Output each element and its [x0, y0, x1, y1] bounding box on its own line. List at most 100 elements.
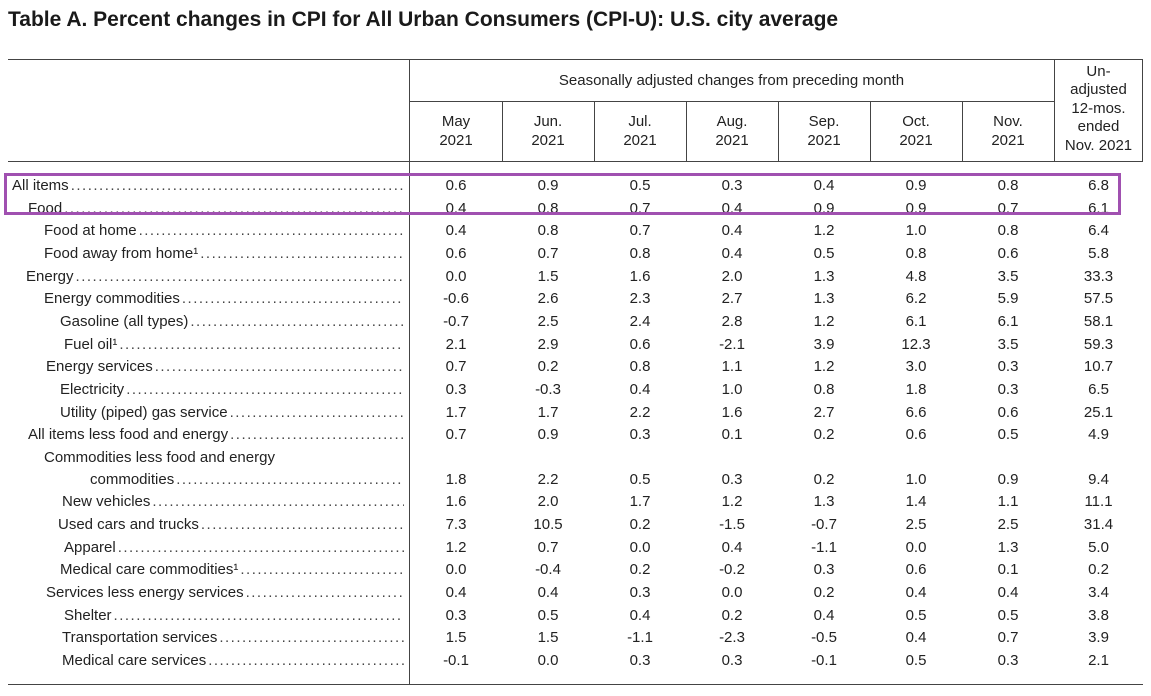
table-cell: 0.3 [445, 380, 467, 398]
table-cell: 25.1 [1083, 403, 1114, 421]
table-cell: -0.6 [443, 290, 469, 308]
column-header-month: Sep. 2021 [778, 112, 870, 150]
table-cell: 58.1 [1083, 312, 1114, 330]
label-column-rule [409, 59, 410, 685]
table-cell: 2.1 [1088, 652, 1109, 669]
table-cell: 0.1 [997, 561, 1019, 579]
table-cell: 0.8 [813, 380, 835, 398]
header-column-rule [594, 101, 595, 161]
row-label: commodities [0, 469, 404, 491]
table-cell: 0.8 [997, 177, 1019, 194]
table-cell: 0.5 [905, 652, 927, 669]
table-cell: 0.6 [629, 335, 651, 353]
row-label: Gasoline (all types) [0, 311, 404, 333]
table-cell: 0.0 [721, 584, 743, 602]
unadjusted-header-line: adjusted [1070, 81, 1127, 99]
table-cell: 2.5 [537, 312, 559, 330]
table-cell: 2.0 [721, 267, 743, 285]
table-cell: 2.2 [629, 403, 651, 421]
header-month: May [441, 113, 471, 130]
table-cell: 12.3 [901, 335, 931, 353]
row-label: Transportation services [0, 627, 404, 649]
table-top-rule [8, 59, 1143, 60]
table-cell: 6.1 [905, 312, 927, 330]
header-column-rule [962, 101, 963, 161]
table-cell: 1.1 [721, 358, 743, 376]
highlight-box [4, 173, 1121, 215]
header-year: 2021 [715, 132, 749, 149]
table-cell: 3.9 [813, 335, 835, 353]
row-label-text: Medical care services [62, 652, 209, 669]
table-cell: 0.5 [629, 470, 651, 488]
table-cell: 5.0 [1088, 538, 1109, 556]
table-cell: 6.1 [997, 312, 1019, 330]
table-cell: 0.8 [537, 222, 559, 240]
row-label-text: Energy [26, 267, 76, 285]
header-month: Aug. [716, 113, 748, 130]
table-cell: -1.1 [811, 538, 837, 556]
row-label: Food away from home¹ [0, 243, 404, 265]
table-cell: 1.8 [905, 380, 927, 398]
column-header-month: Aug. 2021 [686, 112, 778, 150]
header-year: 2021 [623, 132, 657, 149]
row-label-text: Energy services [46, 358, 155, 376]
header-column-rule [778, 101, 779, 161]
column-header-month: Jun. 2021 [502, 112, 594, 150]
table-cell: 6.4 [1088, 222, 1109, 240]
table-cell: 6.8 [1088, 177, 1109, 194]
row-label: Fuel oil¹ [0, 334, 404, 356]
column-header-month: May 2021 [410, 112, 502, 150]
row-label: All items less food and energy [0, 424, 404, 446]
table-cell: 0.7 [997, 629, 1019, 647]
table-cell: 3.9 [1088, 629, 1109, 647]
table-cell: 1.5 [537, 267, 559, 285]
table-cell: -1.5 [719, 516, 745, 534]
table-cell: 0.8 [905, 244, 927, 262]
table-cell: 1.7 [629, 493, 651, 511]
row-label-text: Services less energy services [46, 584, 246, 602]
table-cell: 4.8 [905, 267, 927, 285]
table-cell: 9.4 [1088, 470, 1109, 488]
table-cell: 0.0 [445, 561, 467, 579]
table-cell: 2.3 [629, 290, 651, 308]
table-cell: -0.5 [811, 629, 837, 647]
row-label: Medical care commodities¹ [0, 559, 404, 581]
row-label: Used cars and trucks [0, 514, 404, 536]
table-cell: 0.1 [721, 426, 743, 444]
table-cell: 1.6 [629, 267, 651, 285]
table-cell: 0.4 [445, 584, 467, 602]
table-cell: -0.2 [719, 561, 745, 579]
row-label: Electricity [0, 379, 404, 401]
table-cell: 7.3 [445, 516, 467, 534]
header-year: 2021 [807, 132, 841, 149]
table-cell: 33.3 [1083, 267, 1114, 285]
table-cell: 0.6 [445, 244, 467, 262]
table-cell: -0.4 [535, 561, 561, 579]
table-cell: -0.7 [443, 312, 469, 330]
row-label: Energy commodities [0, 288, 404, 310]
table-cell: -0.1 [443, 652, 469, 669]
table-cell: 1.1 [997, 493, 1019, 511]
table-cell: 5.8 [1088, 244, 1109, 262]
table-cell: 3.5 [997, 267, 1019, 285]
unadjusted-header-line: Un- [1086, 63, 1111, 80]
header-column-rule [686, 101, 687, 161]
row-label-text: Medical care commodities¹ [60, 561, 241, 579]
table-cell: 0.0 [629, 538, 651, 556]
row-label-text: Shelter [64, 606, 114, 624]
table-cell: 0.6 [905, 561, 927, 579]
column-header-month: Nov. 2021 [962, 112, 1054, 150]
table-cell: 0.5 [905, 606, 927, 624]
table-cell: 0.5 [629, 177, 651, 194]
table-cell: 0.3 [997, 380, 1019, 398]
table-cell: 4.9 [1088, 426, 1109, 444]
table-cell: 0.0 [445, 267, 467, 285]
table-cell: 2.7 [721, 290, 743, 308]
header-month: Oct. [902, 113, 930, 130]
table-cell: 1.5 [445, 629, 467, 647]
table-cell: 0.2 [813, 584, 835, 602]
table-cell: 0.5 [997, 606, 1019, 624]
table-cell: 3.4 [1088, 584, 1109, 602]
table-cell: 0.4 [721, 538, 743, 556]
